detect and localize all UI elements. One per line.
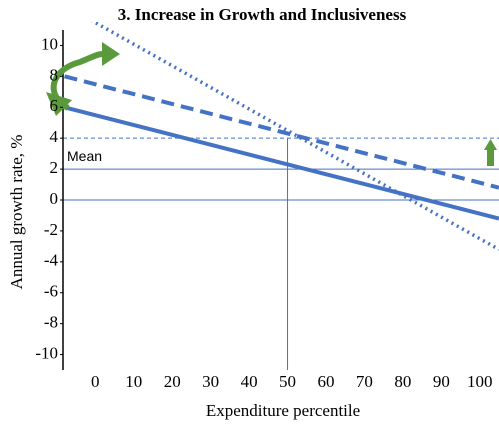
arrow-head — [46, 92, 72, 116]
y-tick-label: 10 — [41, 34, 58, 53]
x-tick-label: 30 — [202, 372, 219, 391]
series-line — [90, 22, 499, 251]
series-line — [64, 74, 499, 190]
y-tick-label: 4 — [50, 127, 59, 146]
x-tick-label: 100 — [467, 372, 493, 391]
y-tick-label: 8 — [50, 65, 59, 84]
plot: Mean — [63, 22, 499, 370]
x-tick-label: 10 — [125, 372, 142, 391]
x-tick-label: 0 — [91, 372, 100, 391]
y-tick-label: -8 — [44, 313, 58, 332]
up-arrow — [487, 148, 494, 166]
y-tick-label: -10 — [35, 343, 58, 362]
x-tick-label: 90 — [433, 372, 450, 391]
y-tick-label: -2 — [44, 220, 58, 239]
y-tick-label: 6 — [50, 96, 59, 115]
y-tick-label: -6 — [44, 282, 58, 301]
y-tick-label: -4 — [44, 251, 59, 270]
up-arrow-head — [484, 139, 497, 150]
x-tick-label: 40 — [241, 372, 258, 391]
x-tick-label: 20 — [164, 372, 181, 391]
mean-label: Mean — [67, 148, 102, 164]
lines — [64, 22, 499, 251]
y-axis-label: Annual growth rate, % — [7, 135, 26, 290]
y-tick-label: 2 — [50, 158, 59, 177]
x-tick-label: 50 — [279, 372, 296, 391]
x-tick-label: 60 — [317, 372, 334, 391]
x-tick-label: 80 — [394, 372, 411, 391]
chart-title: 3. Increase in Growth and Inclusiveness — [118, 5, 407, 24]
y-tick-label: 0 — [50, 189, 59, 208]
arrow-head — [102, 42, 120, 66]
x-axis-label: Expenditure percentile — [206, 401, 360, 420]
series-line — [64, 105, 499, 221]
x-tick-label: 70 — [356, 372, 373, 391]
